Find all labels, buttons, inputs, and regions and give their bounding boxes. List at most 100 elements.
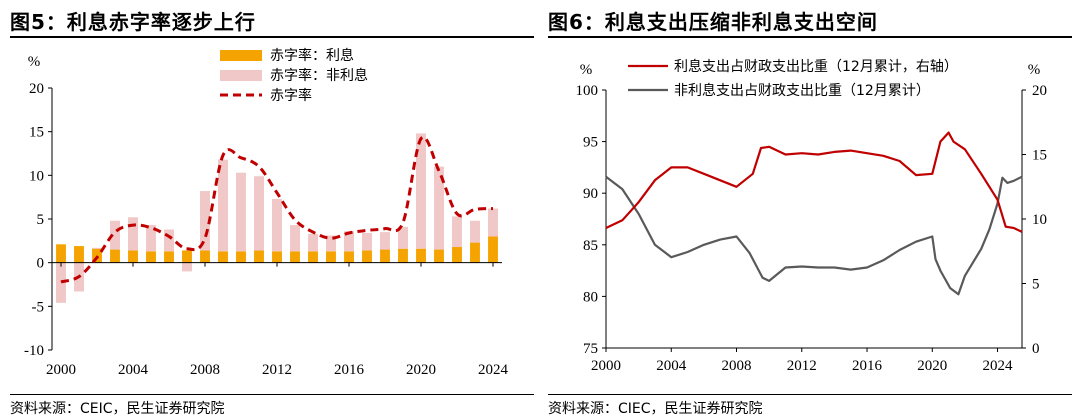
bar-noninterest-2011 bbox=[254, 176, 264, 251]
y-tick-label-right: 10 bbox=[1032, 212, 1047, 228]
bar-noninterest-2014 bbox=[308, 233, 318, 252]
y-tick-label-right: 15 bbox=[1032, 148, 1047, 164]
y-tick-label: -5 bbox=[32, 299, 45, 315]
bar-noninterest-2009 bbox=[218, 159, 228, 252]
bar-interest-2010 bbox=[236, 251, 246, 263]
y-tick-label-left: 85 bbox=[583, 238, 598, 254]
chart-title-fig6: 图6：利息支出压缩非利息支出空间 bbox=[548, 10, 878, 34]
legend-label-deficit: 赤字率 bbox=[270, 87, 312, 104]
chart-panel-deficit: 图5：利息赤字率逐步上行 -10 -5 0 5 10 15 20% 2000 2004 2008 2… bbox=[10, 0, 534, 420]
bar-noninterest-2021 bbox=[434, 166, 444, 250]
y-tick-label: 5 bbox=[37, 212, 45, 228]
bar-noninterest-2023 bbox=[470, 220, 480, 243]
x-tick-label: 2000 bbox=[46, 362, 76, 378]
bar-noninterest-2000 bbox=[56, 262, 66, 303]
line-interest-share bbox=[605, 131, 1023, 233]
x-tick-label: 2024 bbox=[983, 358, 1014, 374]
y-tick-label-right: 5 bbox=[1032, 277, 1040, 293]
bar-noninterest-2024 bbox=[488, 208, 498, 237]
bar-interest-2001 bbox=[74, 246, 84, 263]
bar-interest-2018 bbox=[380, 249, 390, 263]
axes-group: 75 80 85 90 95 100 0 5 10 15 20 2000 2004 2008 2012 201… bbox=[576, 62, 1048, 374]
legend: 利息支出占财政支出比重（12月累计，右轴） 非利息支出占财政支出比重（12月累计） bbox=[628, 58, 958, 99]
y-tick-label-left: 100 bbox=[576, 83, 599, 99]
x-tick-label: 2020 bbox=[406, 362, 436, 378]
bar-noninterest-2020 bbox=[416, 133, 426, 249]
legend-label-noninterest: 赤字率：非利息 bbox=[270, 67, 368, 84]
y-tick-label: 10 bbox=[29, 168, 44, 184]
y-unit-label-right: % bbox=[1028, 62, 1041, 78]
legend-label-interest-share: 利息支出占财政支出比重（12月累计，右轴） bbox=[674, 58, 958, 75]
bar-noninterest-2022 bbox=[452, 216, 462, 247]
bar-interest-2006 bbox=[164, 251, 174, 263]
chart-panel-expenditure-share: 图6：利息支出压缩非利息支出空间 75 80 85 90 95 100 0 5 10 15 20 20… bbox=[548, 0, 1072, 420]
y-tick-label: 0 bbox=[37, 256, 45, 272]
line-group bbox=[605, 131, 1023, 296]
line-deficit bbox=[60, 135, 494, 284]
x-tick-label: 2020 bbox=[917, 358, 947, 374]
bar-noninterest-2004 bbox=[128, 217, 138, 251]
bar-interest-2003 bbox=[110, 249, 120, 263]
y-tick-label: -10 bbox=[24, 343, 44, 359]
x-tick-label: 2000 bbox=[591, 358, 621, 374]
y-unit-label: % bbox=[28, 54, 41, 70]
bar-noninterest-2019 bbox=[398, 226, 408, 249]
bar-noninterest-2008 bbox=[200, 191, 210, 251]
bar-noninterest-2007 bbox=[182, 262, 192, 272]
x-tick-label: 2016 bbox=[852, 358, 883, 374]
bar-interest-2005 bbox=[146, 251, 156, 263]
bar-noninterest-2002 bbox=[92, 247, 102, 249]
source-note: 资料来源：CIEC，民生证券研究院 bbox=[548, 401, 763, 417]
line-group bbox=[60, 135, 494, 284]
legend-swatch-interest bbox=[220, 50, 262, 61]
bar-noninterest-2010 bbox=[236, 172, 246, 252]
bar-interest-2013 bbox=[290, 251, 300, 263]
bar-interest-2012 bbox=[272, 251, 282, 263]
expenditure-share-chart-svg: 75 80 85 90 95 100 0 5 10 15 20 2000 2004 2008 2012 201… bbox=[576, 58, 1048, 374]
bar-interest-2009 bbox=[218, 251, 228, 263]
source-note: 资料来源：CEIC，民生证券研究院 bbox=[10, 401, 225, 417]
bar-noninterest-2006 bbox=[164, 229, 174, 252]
x-tick-label: 2012 bbox=[262, 362, 292, 378]
chart-title-fig5: 图5：利息赤字率逐步上行 bbox=[10, 10, 256, 34]
x-tick-label: 2008 bbox=[190, 362, 220, 378]
x-tick-label: 2004 bbox=[656, 358, 687, 374]
y-tick-label: 20 bbox=[29, 81, 44, 97]
y-tick-label-right: 20 bbox=[1032, 83, 1047, 99]
source-rule bbox=[10, 394, 534, 395]
title-rule bbox=[548, 36, 1072, 38]
deficit-chart-svg: -10 -5 0 5 10 15 20% 2000 2004 2008 2012 2016 2020 20… bbox=[24, 47, 509, 378]
bar-noninterest-2005 bbox=[146, 225, 156, 252]
y-tick-label-left: 95 bbox=[583, 135, 598, 151]
bar-noninterest-2013 bbox=[290, 225, 300, 252]
bar-interest-2016 bbox=[344, 251, 354, 263]
legend-label-noninterest-share: 非利息支出占财政支出比重（12月累计） bbox=[674, 82, 930, 99]
title-rule bbox=[10, 36, 534, 38]
bar-noninterest-2017 bbox=[362, 232, 372, 251]
y-tick-label-left: 90 bbox=[583, 186, 598, 202]
bar-interest-2004 bbox=[128, 250, 138, 263]
bar-interest-2021 bbox=[434, 249, 444, 263]
x-tick-label: 2024 bbox=[478, 362, 509, 378]
bar-interest-2015 bbox=[326, 251, 336, 263]
x-tick-label: 2016 bbox=[334, 362, 365, 378]
legend-swatch-noninterest bbox=[220, 70, 262, 81]
axes-group: -10 -5 0 5 10 15 20% 2000 2004 2008 2012 2016 2020 20… bbox=[24, 54, 509, 378]
x-tick-label: 2004 bbox=[118, 362, 149, 378]
x-tick-label: 2012 bbox=[787, 358, 817, 374]
bar-interest-2008 bbox=[200, 250, 210, 263]
bar-interest-2022 bbox=[452, 246, 462, 263]
y-tick-label-right: 0 bbox=[1032, 341, 1040, 357]
bar-interest-2019 bbox=[398, 248, 408, 263]
y-tick-label: 15 bbox=[29, 125, 44, 141]
bar-noninterest-2012 bbox=[272, 198, 282, 252]
bar-interest-2011 bbox=[254, 250, 264, 263]
bar-interest-2017 bbox=[362, 250, 372, 263]
bar-noninterest-2003 bbox=[110, 220, 120, 250]
bar-interest-2000 bbox=[56, 244, 66, 263]
bar-interest-2020 bbox=[416, 248, 426, 263]
x-tick-label: 2008 bbox=[722, 358, 752, 374]
bar-interest-2014 bbox=[308, 251, 318, 263]
legend-label-interest: 赤字率：利息 bbox=[270, 47, 354, 64]
